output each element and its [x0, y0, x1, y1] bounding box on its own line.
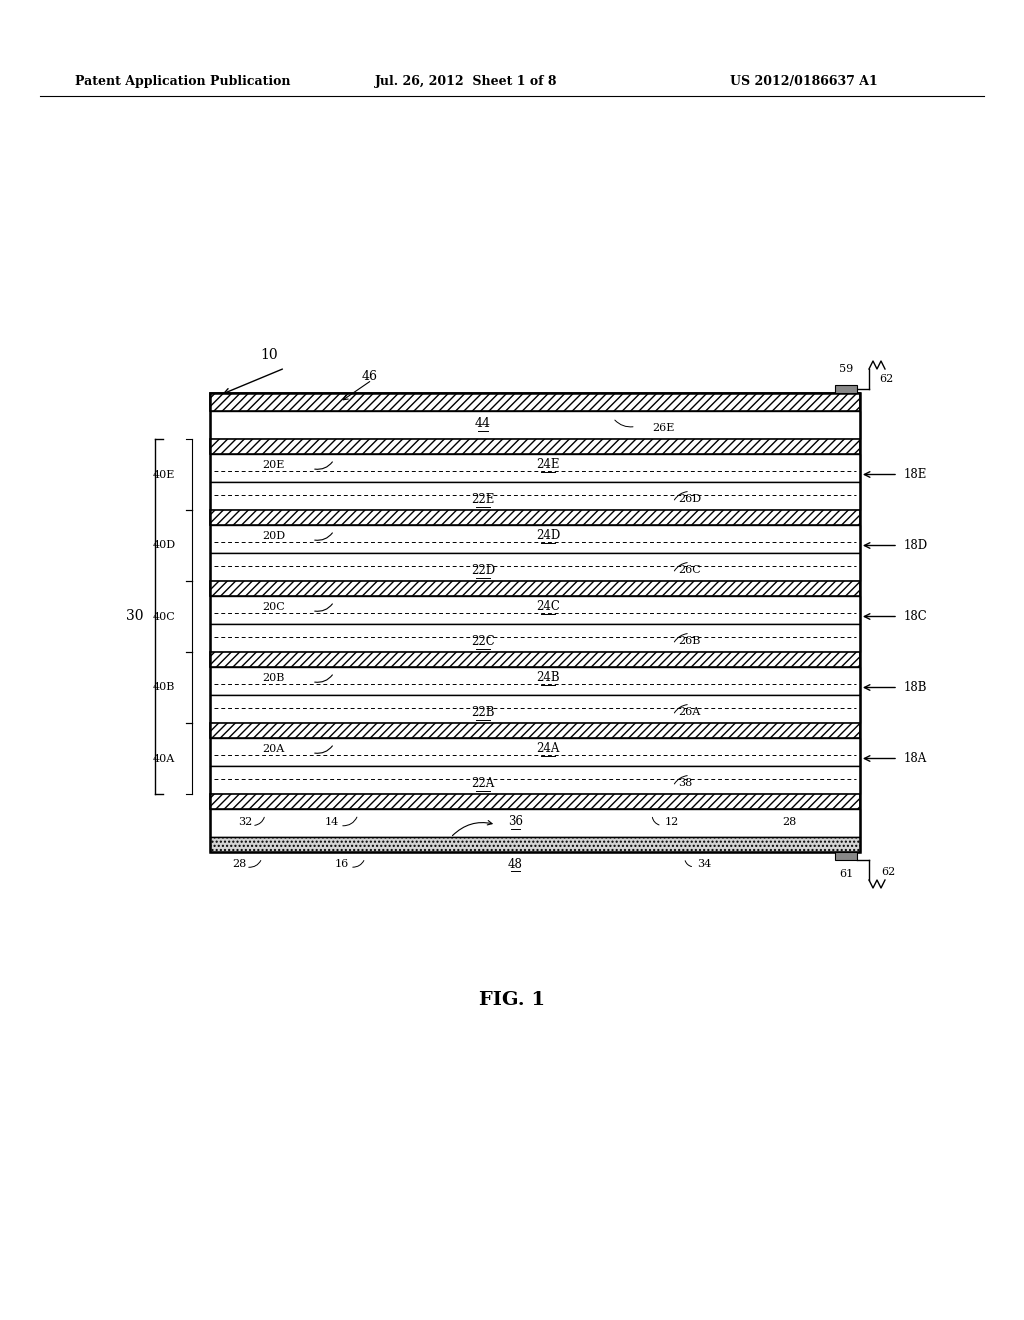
Text: 22B: 22B [471, 706, 495, 719]
Text: 26A: 26A [678, 708, 700, 717]
Text: US 2012/0186637 A1: US 2012/0186637 A1 [730, 75, 878, 88]
Text: 28: 28 [232, 859, 246, 869]
Text: 62: 62 [881, 867, 895, 876]
Text: 24B: 24B [537, 671, 560, 684]
Text: 62: 62 [879, 374, 893, 384]
Text: 44: 44 [475, 417, 490, 430]
Text: 18D: 18D [904, 539, 928, 552]
Bar [210, 624, 860, 652]
Text: 59: 59 [839, 364, 853, 374]
Text: 40C: 40C [153, 611, 175, 622]
Bar [210, 696, 860, 723]
Text: 40E: 40E [153, 470, 175, 479]
Text: 24D: 24D [536, 529, 560, 543]
Text: 26E: 26E [652, 422, 675, 433]
Bar [210, 510, 860, 525]
Text: 30: 30 [126, 610, 143, 623]
Text: 38: 38 [678, 779, 692, 788]
Text: 20C: 20C [262, 602, 285, 611]
Bar [210, 454, 860, 482]
Text: 26B: 26B [678, 636, 700, 647]
Text: 46: 46 [362, 371, 378, 384]
Bar [835, 851, 857, 861]
Bar [835, 385, 857, 393]
Bar [210, 667, 860, 696]
Text: 26D: 26D [678, 495, 701, 504]
Bar [210, 581, 860, 597]
Text: 34: 34 [697, 859, 712, 869]
Bar [210, 652, 860, 667]
Text: 22C: 22C [471, 635, 495, 648]
Text: 24E: 24E [537, 458, 560, 471]
Text: 22A: 22A [471, 777, 495, 789]
Bar [210, 393, 860, 851]
Text: 14: 14 [325, 817, 339, 826]
Text: 12: 12 [665, 817, 679, 826]
Text: 16: 16 [335, 859, 349, 869]
Bar [210, 411, 860, 440]
Bar [210, 809, 860, 837]
Bar [210, 723, 860, 738]
Text: 18E: 18E [904, 469, 928, 480]
Text: 24A: 24A [537, 742, 560, 755]
Bar [210, 738, 860, 766]
Text: 26C: 26C [678, 565, 700, 576]
Text: 20B: 20B [262, 673, 285, 682]
Bar [210, 553, 860, 581]
Bar [210, 440, 860, 454]
Text: 61: 61 [839, 869, 853, 879]
Text: 22E: 22E [471, 492, 495, 506]
Text: 40D: 40D [153, 540, 175, 550]
Text: 10: 10 [260, 348, 278, 362]
Text: 22D: 22D [471, 564, 495, 577]
Text: 20E: 20E [262, 459, 285, 470]
Bar [210, 766, 860, 795]
Text: 24C: 24C [536, 601, 560, 612]
Bar [210, 482, 860, 510]
Text: Patent Application Publication: Patent Application Publication [75, 75, 291, 88]
Text: 36: 36 [508, 814, 523, 828]
Text: 32: 32 [238, 817, 252, 826]
Text: 20D: 20D [262, 531, 285, 541]
Bar [210, 393, 860, 411]
Text: 18B: 18B [904, 681, 928, 694]
Text: 48: 48 [508, 858, 523, 870]
Text: 18A: 18A [904, 752, 928, 766]
Bar [210, 597, 860, 624]
Bar [210, 795, 860, 809]
Text: 18C: 18C [904, 610, 928, 623]
Text: 20A: 20A [262, 743, 285, 754]
Bar [210, 837, 860, 851]
Text: 40A: 40A [153, 754, 175, 763]
Bar [210, 525, 860, 553]
Text: 28: 28 [782, 817, 797, 826]
Text: 40B: 40B [153, 682, 175, 693]
Text: FIG. 1: FIG. 1 [479, 991, 545, 1008]
Text: Jul. 26, 2012  Sheet 1 of 8: Jul. 26, 2012 Sheet 1 of 8 [375, 75, 557, 88]
